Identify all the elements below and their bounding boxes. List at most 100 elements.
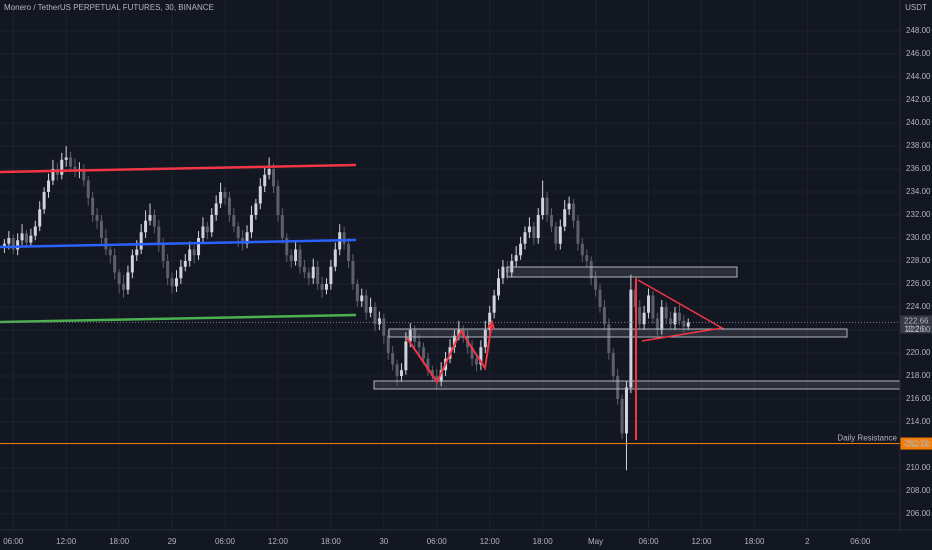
candle-body (170, 278, 174, 287)
countdown: 12:26 (904, 324, 925, 333)
candle-body (33, 226, 37, 236)
candle-body (439, 370, 443, 382)
x-tick-label: 2 (805, 537, 810, 546)
candle-body (16, 240, 20, 250)
x-tick-label: 18:00 (321, 537, 342, 546)
candle-body (527, 226, 531, 233)
candle-body (602, 306, 606, 325)
candle-body (567, 203, 571, 210)
candle-body (47, 180, 51, 192)
x-tick-label: 18:00 (533, 537, 554, 546)
y-tick-label: 214.00 (906, 417, 931, 426)
resistance-box (900, 437, 932, 450)
trend-line (0, 238, 357, 249)
candle-body (470, 347, 474, 359)
candle-body (501, 266, 505, 279)
candle-body (205, 226, 209, 233)
candle-body (514, 255, 518, 261)
y-tick-label: 212.00 (906, 440, 931, 449)
candle-body (289, 255, 293, 261)
candle-body (329, 266, 333, 284)
zone (388, 328, 848, 338)
candle-body (38, 209, 42, 227)
y-tick-label: 222.00 (906, 325, 931, 334)
candle-body (95, 214, 99, 221)
candle-body (660, 306, 664, 330)
candle-body (157, 226, 161, 244)
candle-body (20, 233, 24, 241)
x-tick-label: 12:00 (56, 537, 77, 546)
candle-body (86, 180, 90, 198)
y-tick-label: 246.00 (906, 49, 931, 58)
candle-body (91, 197, 95, 215)
last-price-box (900, 315, 932, 334)
x-tick-label: 06:00 (850, 537, 871, 546)
x-tick-label: 12:00 (268, 537, 289, 546)
candle-body (227, 197, 231, 215)
candle-body (192, 249, 196, 256)
candle-body (479, 347, 483, 365)
candle-body (624, 387, 628, 434)
candle-body (144, 220, 148, 233)
x-tick-label: 18:00 (744, 537, 765, 546)
candle-body (598, 289, 602, 307)
candle-body (673, 312, 677, 325)
x-tick-label: 30 (379, 537, 388, 546)
candle-body (651, 295, 655, 319)
y-tick-label: 232.00 (906, 210, 931, 219)
candle-body (51, 169, 55, 181)
candle-body (616, 375, 620, 399)
candle-body (241, 237, 245, 244)
candle-body (302, 266, 306, 273)
candle-body (64, 157, 68, 160)
candle-body (413, 329, 417, 342)
x-tick-label: 06:00 (427, 537, 448, 546)
candle-body (607, 324, 611, 353)
candle-body (541, 197, 545, 215)
candle-body (408, 329, 412, 342)
x-tick-label: 18:00 (109, 537, 130, 546)
candle-body (197, 237, 201, 256)
candle-body (549, 214, 553, 227)
candle-body (280, 214, 284, 238)
candle-body (594, 278, 598, 290)
candle-body (307, 272, 311, 279)
candle-body (519, 243, 523, 256)
y-tick-label: 224.00 (906, 302, 931, 311)
candle-body (69, 157, 73, 167)
candle-body (422, 347, 426, 359)
candle-body (311, 266, 315, 279)
trend-line (0, 163, 357, 174)
pennant (637, 279, 725, 342)
y-tick-label: 236.00 (906, 164, 931, 173)
candle-body (126, 272, 130, 290)
candle-body (620, 398, 624, 434)
y-tick-label: 228.00 (906, 256, 931, 265)
candle-body (113, 255, 117, 273)
candle-body (399, 370, 403, 376)
x-tick-label: May (588, 537, 603, 546)
resistance-name: Daily Resistance (837, 434, 897, 443)
candle-body (417, 341, 421, 348)
y-tick-label: 230.00 (906, 233, 931, 242)
y-tick-label: 216.00 (906, 394, 931, 403)
candle-body (580, 243, 584, 256)
candle-body (655, 318, 659, 330)
candle-body (201, 226, 205, 238)
candle-body (483, 329, 487, 348)
candle-body (523, 232, 527, 244)
candle-body (294, 249, 298, 261)
candle-body (272, 169, 276, 187)
candle-body (435, 375, 439, 382)
candle-body (377, 318, 381, 325)
candle-body (563, 209, 567, 227)
candle-body (386, 335, 390, 353)
candle-body (638, 306, 642, 325)
candle-body (161, 243, 165, 261)
candle-body (686, 322, 690, 327)
last-price-label: 222.66 (904, 316, 929, 325)
candle-body (117, 272, 121, 284)
candle-body (382, 318, 386, 336)
